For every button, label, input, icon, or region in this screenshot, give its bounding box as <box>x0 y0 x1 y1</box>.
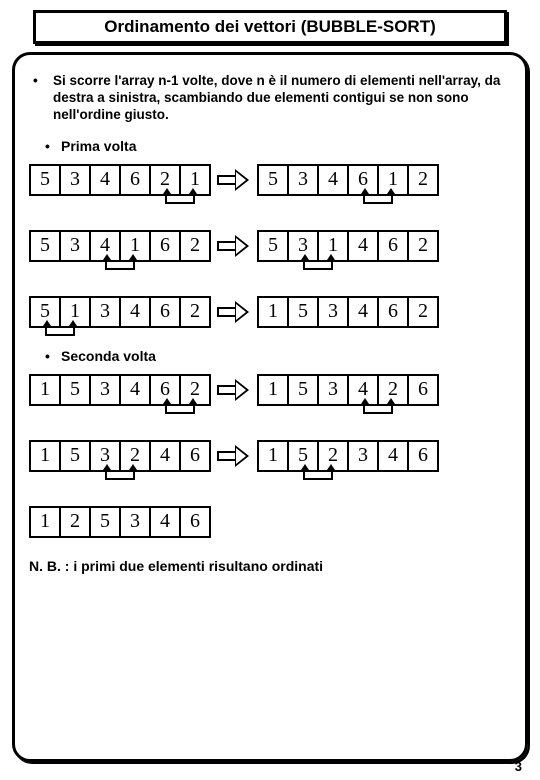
swap-indicator <box>45 326 75 336</box>
prima-volta-label: • Prima volta <box>29 138 511 154</box>
array: 513462 <box>29 296 211 328</box>
array-cell: 5 <box>89 506 121 538</box>
array-cell: 4 <box>377 440 409 472</box>
page-title: Ordinamento dei vettori (BUBBLE-SORT) <box>33 10 508 44</box>
array-cell: 6 <box>179 506 211 538</box>
array-cell: 6 <box>377 230 409 262</box>
array-cell: 1 <box>29 506 61 538</box>
array-cell: 2 <box>407 230 439 262</box>
array: 534162 <box>29 230 211 262</box>
array-row: 153246 152346 <box>29 440 511 478</box>
array-cell: 3 <box>317 296 349 328</box>
swap-indicator <box>105 470 135 480</box>
array: 534621 <box>29 164 211 196</box>
array: 531462 <box>257 230 439 262</box>
seconda-volta-label: • Seconda volta <box>29 348 511 364</box>
array-cell: 6 <box>149 296 181 328</box>
intro-paragraph: • Si scorre l'array n-1 volte, dove n è … <box>29 73 511 124</box>
array-cell: 4 <box>347 230 379 262</box>
array-cell: 4 <box>317 164 349 196</box>
swap-indicator <box>363 194 393 204</box>
array-cell: 3 <box>89 296 121 328</box>
array-cell: 5 <box>29 164 61 196</box>
footer-note: N. B. : i primi due elementi risultano o… <box>29 558 511 574</box>
arrow-gap <box>211 440 257 472</box>
array-cell: 5 <box>287 296 319 328</box>
array-cell: 4 <box>347 296 379 328</box>
array-cell: 3 <box>347 440 379 472</box>
array: 152346 <box>257 440 439 472</box>
arrow-gap <box>211 374 257 406</box>
array: 153462 <box>257 296 439 328</box>
array-row: 153462 153426 <box>29 374 511 412</box>
array-cell: 4 <box>119 296 151 328</box>
array-cell: 2 <box>407 164 439 196</box>
array-cell: 2 <box>407 296 439 328</box>
arrow-right-icon <box>217 237 251 255</box>
array: 125346 <box>29 506 211 538</box>
array-cell: 1 <box>257 374 289 406</box>
seconda-text: Seconda volta <box>61 348 156 364</box>
array-cell: 5 <box>257 230 289 262</box>
array-cell: 4 <box>149 506 181 538</box>
array-cell: 2 <box>59 506 91 538</box>
array-cell: 5 <box>29 230 61 262</box>
arrow-right-icon <box>217 381 251 399</box>
array-row: 125346 <box>29 506 511 544</box>
array-cell: 1 <box>29 374 61 406</box>
array: 153462 <box>29 374 211 406</box>
arrow-right-icon <box>217 447 251 465</box>
array-cell: 4 <box>149 440 181 472</box>
array-cell: 1 <box>257 296 289 328</box>
array-cell: 3 <box>59 164 91 196</box>
array-cell: 1 <box>29 440 61 472</box>
bullet-dot: • <box>29 348 61 364</box>
array-row: 513462153462 <box>29 296 511 334</box>
array: 534612 <box>257 164 439 196</box>
array-cell: 3 <box>119 506 151 538</box>
swap-indicator <box>363 404 393 414</box>
arrow-right-icon <box>217 303 251 321</box>
swap-indicator <box>165 194 195 204</box>
swap-indicator <box>303 470 333 480</box>
arrow-right-icon <box>217 171 251 189</box>
array-cell: 2 <box>179 296 211 328</box>
array-row: 534162 531462 <box>29 230 511 268</box>
intro-text: Si scorre l'array n-1 volte, dove n è il… <box>53 73 511 124</box>
arrow-gap <box>211 230 257 262</box>
array-cell: 5 <box>257 164 289 196</box>
prima-text: Prima volta <box>61 138 136 154</box>
array-cell: 6 <box>377 296 409 328</box>
array-cell: 6 <box>149 230 181 262</box>
bullet-dot: • <box>29 138 61 154</box>
swap-indicator <box>105 260 135 270</box>
page-number: 3 <box>515 759 522 774</box>
array: 153426 <box>257 374 439 406</box>
array-cell: 6 <box>119 164 151 196</box>
swap-indicator <box>165 404 195 414</box>
seconda-rows: 153462153426153246152346125346 <box>29 374 511 544</box>
arrow-gap <box>211 164 257 196</box>
array-cell: 3 <box>89 374 121 406</box>
array-cell: 3 <box>317 374 349 406</box>
array: 153246 <box>29 440 211 472</box>
prima-rows: 534621534612534162531462513462153462 <box>29 164 511 334</box>
array-cell: 1 <box>257 440 289 472</box>
array-cell: 5 <box>59 374 91 406</box>
array-cell: 6 <box>407 440 439 472</box>
array-cell: 4 <box>89 164 121 196</box>
array-cell: 6 <box>407 374 439 406</box>
content-frame: • Si scorre l'array n-1 volte, dove n è … <box>12 52 528 762</box>
array-cell: 4 <box>119 374 151 406</box>
bullet-dot: • <box>29 73 53 124</box>
array-cell: 3 <box>59 230 91 262</box>
arrow-gap <box>211 296 257 328</box>
array-cell: 5 <box>59 440 91 472</box>
swap-indicator <box>303 260 333 270</box>
array-cell: 5 <box>287 374 319 406</box>
array-row: 534621 534612 <box>29 164 511 202</box>
array-cell: 6 <box>179 440 211 472</box>
array-cell: 3 <box>287 164 319 196</box>
array-cell: 2 <box>179 230 211 262</box>
